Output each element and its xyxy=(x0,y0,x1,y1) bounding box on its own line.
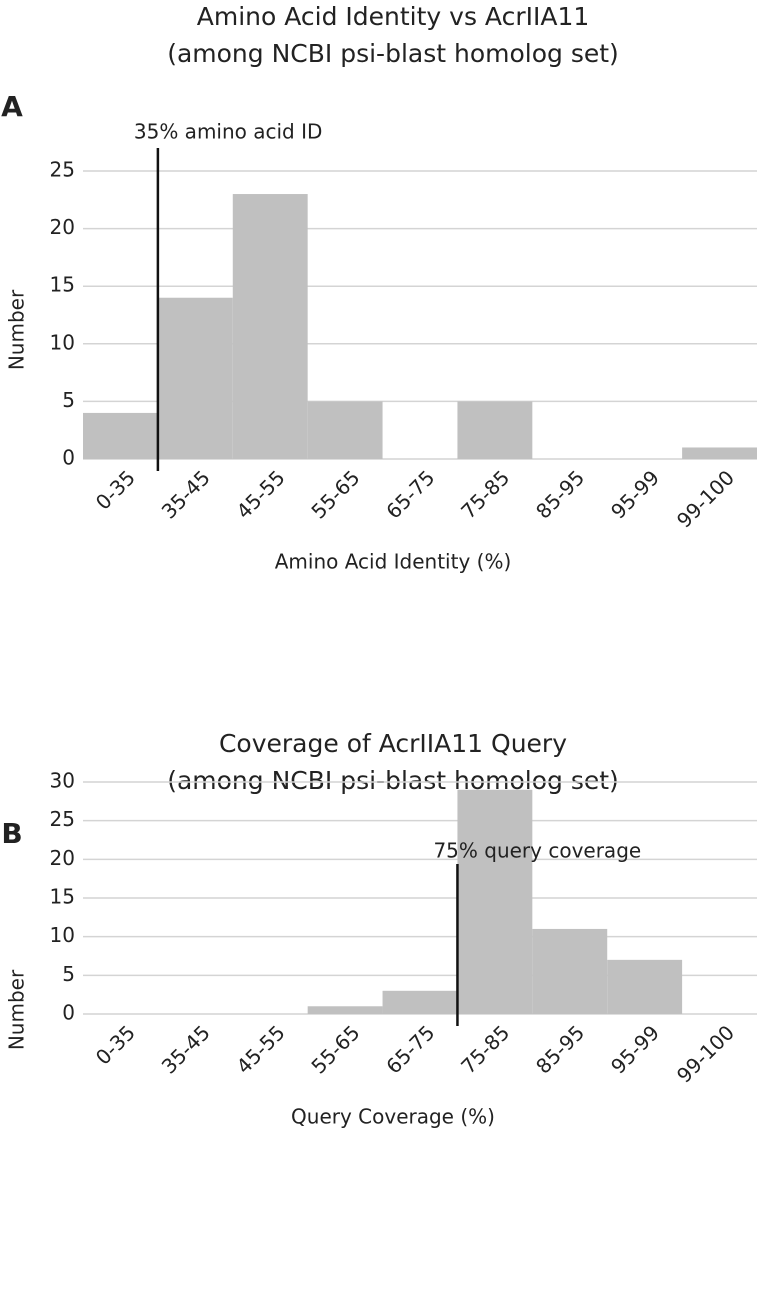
bar xyxy=(682,447,757,459)
bar xyxy=(607,959,683,1014)
chart-title: Amino Acid Identity vs AcrIIA11 xyxy=(197,2,590,31)
x-tick-label: 75-85 xyxy=(456,465,514,523)
x-tick-label: 85-95 xyxy=(531,465,589,523)
bar xyxy=(382,990,458,1014)
x-tick-label: 0-35 xyxy=(91,465,140,514)
x-tick-label: 35-45 xyxy=(157,465,215,523)
y-axis-label: Number xyxy=(5,969,29,1050)
bar xyxy=(83,412,158,459)
x-tick-label: 45-55 xyxy=(232,465,290,523)
x-tick-label: 65-75 xyxy=(381,1020,439,1078)
x-tick-label: 35-45 xyxy=(157,1020,215,1078)
x-tick-label: 99-100 xyxy=(672,1020,739,1087)
y-tick-label: 5 xyxy=(62,388,75,412)
x-tick-label: 95-99 xyxy=(606,465,664,523)
x-tick-label: 45-55 xyxy=(232,1020,290,1078)
x-tick-label: 99-100 xyxy=(672,465,739,532)
x-tick-label: 75-85 xyxy=(456,1020,514,1078)
bar xyxy=(157,297,233,459)
chart-title: (among NCBI psi-blast homolog set) xyxy=(167,766,619,795)
x-tick-label: 65-75 xyxy=(381,465,439,523)
panel-label: A xyxy=(1,90,23,123)
annotation: 35% amino acid ID xyxy=(134,120,323,144)
y-tick-label: 25 xyxy=(50,158,75,182)
y-tick-label: 20 xyxy=(50,215,75,239)
y-tick-label: 20 xyxy=(50,846,75,870)
y-tick-label: 10 xyxy=(50,330,75,354)
x-tick-label: 55-65 xyxy=(306,465,364,523)
bar xyxy=(307,401,383,459)
x-tick-label: 85-95 xyxy=(531,1020,589,1078)
chart-title: (among NCBI psi-blast homolog set) xyxy=(167,39,619,68)
y-tick-label: 25 xyxy=(50,807,75,831)
x-tick-label: 55-65 xyxy=(306,1020,364,1078)
chart-title: Coverage of AcrIIA11 Query xyxy=(219,729,567,758)
x-axis-label: Query Coverage (%) xyxy=(291,1105,495,1129)
y-tick-label: 30 xyxy=(50,769,75,793)
y-tick-label: 15 xyxy=(50,885,75,909)
x-tick-label: 95-99 xyxy=(606,1020,664,1078)
annotation: 75% query coverage xyxy=(433,839,641,863)
x-tick-label: 0-35 xyxy=(91,1020,140,1069)
y-tick-label: 0 xyxy=(62,446,75,470)
bar xyxy=(232,194,308,460)
bar xyxy=(307,1006,383,1014)
panel-label: B xyxy=(1,817,22,850)
y-tick-label: 0 xyxy=(62,1001,75,1025)
y-tick-label: 10 xyxy=(50,923,75,947)
y-axis-label: Number xyxy=(5,289,29,370)
bar xyxy=(532,928,608,1014)
x-axis-label: Amino Acid Identity (%) xyxy=(275,550,512,574)
bar xyxy=(457,401,533,459)
y-tick-label: 15 xyxy=(50,273,75,297)
y-tick-label: 5 xyxy=(62,962,75,986)
bar xyxy=(457,789,533,1014)
